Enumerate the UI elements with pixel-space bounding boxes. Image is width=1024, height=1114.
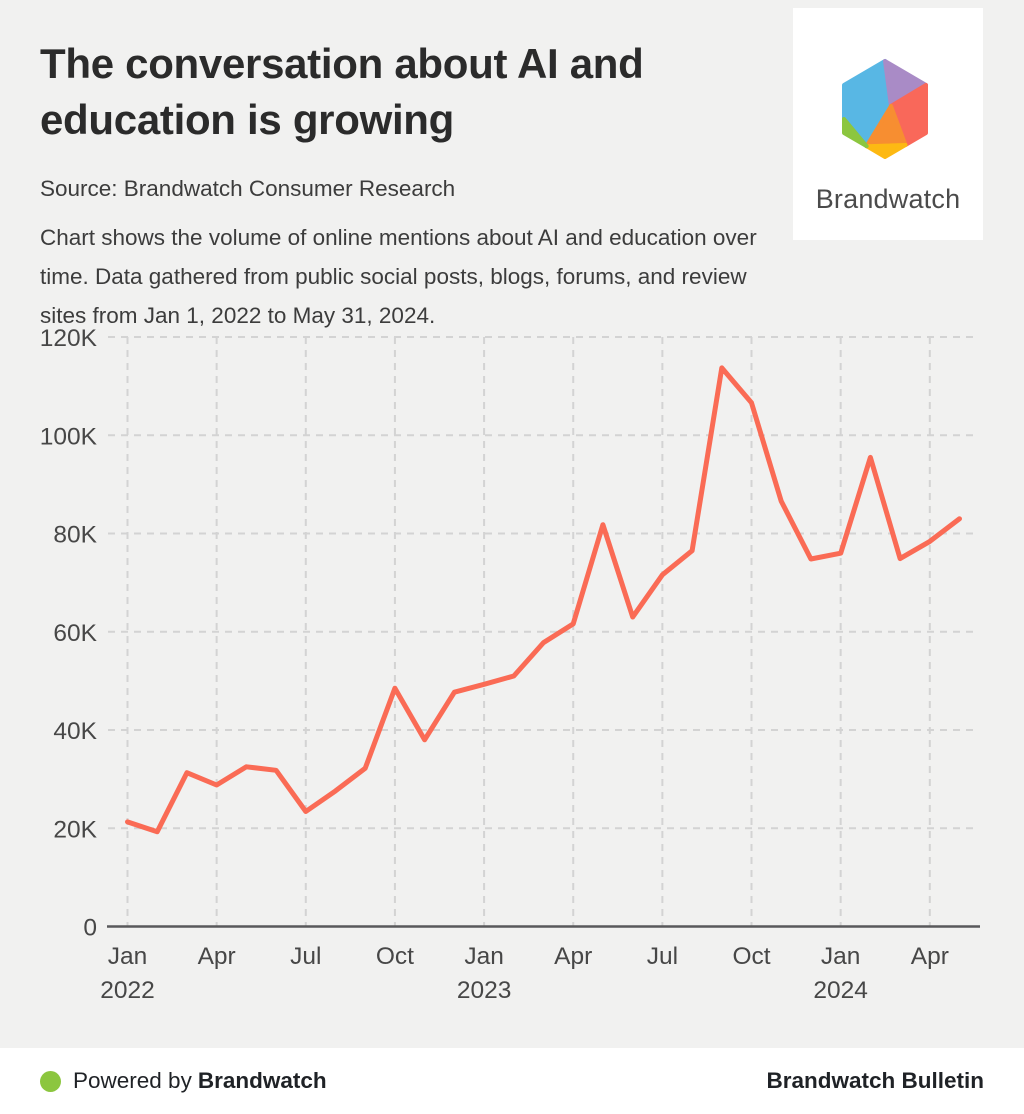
svg-text:2023: 2023	[457, 977, 512, 1004]
svg-text:60K: 60K	[53, 620, 97, 647]
footer: Powered by Brandwatch Brandwatch Bulleti…	[0, 1048, 1024, 1114]
svg-text:80K: 80K	[53, 522, 97, 549]
svg-text:Apr: Apr	[554, 943, 592, 970]
svg-text:2024: 2024	[813, 977, 868, 1004]
svg-text:2022: 2022	[100, 977, 155, 1004]
svg-text:40K: 40K	[53, 718, 97, 745]
svg-text:Jan: Jan	[821, 943, 861, 970]
svg-text:Apr: Apr	[911, 943, 949, 970]
source-text: Source: Brandwatch Consumer Research	[40, 176, 456, 201]
svg-text:Jul: Jul	[290, 943, 321, 970]
logo-wordmark: Brandwatch	[815, 184, 961, 214]
chart-section: 0 20K 40K 60K 80K 100K 120K Jan 2022 Apr Jul Oct Jan…	[0, 320, 1024, 1042]
bulletin-label: Brandwatch Bulletin	[766, 1068, 984, 1093]
powered-by-text: Powered by Brandwatch	[40, 1068, 327, 1094]
page-title: The conversation about AI and education …	[40, 36, 775, 148]
header: The conversation about AI and education …	[40, 36, 775, 335]
svg-text:0: 0	[83, 915, 97, 942]
svg-text:120K: 120K	[40, 325, 98, 352]
mentions-line-chart: 0 20K 40K 60K 80K 100K 120K Jan 2022 Apr Jul Oct Jan…	[40, 325, 980, 1004]
brandwatch-logo-icon	[842, 59, 928, 159]
page-title-line-1: The conversation about AI and	[40, 40, 644, 87]
svg-text:Jan: Jan	[464, 943, 504, 970]
brandwatch-dot-icon	[40, 1070, 61, 1092]
page-title-line-2: education is growing	[40, 96, 455, 143]
svg-text:Jan: Jan	[108, 943, 148, 970]
svg-text:Jul: Jul	[647, 943, 678, 970]
powered-by-label: Powered by	[73, 1068, 192, 1093]
svg-text:Oct: Oct	[732, 943, 770, 970]
powered-by-brand: Brandwatch	[197, 1068, 327, 1093]
svg-text:20K: 20K	[53, 816, 97, 843]
chart-description: Chart shows the volume of online mention…	[40, 225, 757, 328]
logo-card: Brandwatch	[793, 8, 983, 240]
svg-text:Oct: Oct	[376, 943, 414, 970]
svg-text:Apr: Apr	[198, 943, 236, 970]
svg-text:100K: 100K	[40, 423, 98, 450]
